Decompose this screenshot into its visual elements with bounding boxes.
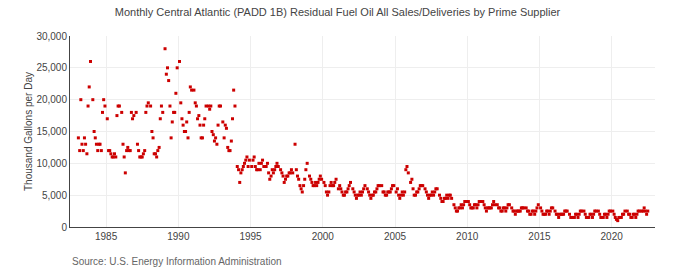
svg-text:0: 0 <box>61 222 67 233</box>
svg-text:2015: 2015 <box>528 231 551 242</box>
svg-text:2005: 2005 <box>384 231 407 242</box>
svg-text:30,000: 30,000 <box>36 31 67 42</box>
svg-text:5,000: 5,000 <box>42 190 67 201</box>
svg-text:1985: 1985 <box>95 231 118 242</box>
svg-text:Source: U.S. Energy Informatio: Source: U.S. Energy Information Administ… <box>72 256 282 267</box>
svg-text:2010: 2010 <box>456 231 479 242</box>
svg-text:20,000: 20,000 <box>36 94 67 105</box>
svg-text:2020: 2020 <box>601 231 624 242</box>
svg-text:Monthly Central Atlantic (PADD: Monthly Central Atlantic (PADD 1B) Resid… <box>115 6 561 18</box>
svg-text:15,000: 15,000 <box>36 126 67 137</box>
svg-text:1990: 1990 <box>167 231 190 242</box>
svg-text:2000: 2000 <box>312 231 335 242</box>
svg-text:10,000: 10,000 <box>36 158 67 169</box>
svg-text:1995: 1995 <box>239 231 262 242</box>
svg-text:Thousand Gallons per Day: Thousand Gallons per Day <box>23 72 34 191</box>
svg-text:25,000: 25,000 <box>36 62 67 73</box>
